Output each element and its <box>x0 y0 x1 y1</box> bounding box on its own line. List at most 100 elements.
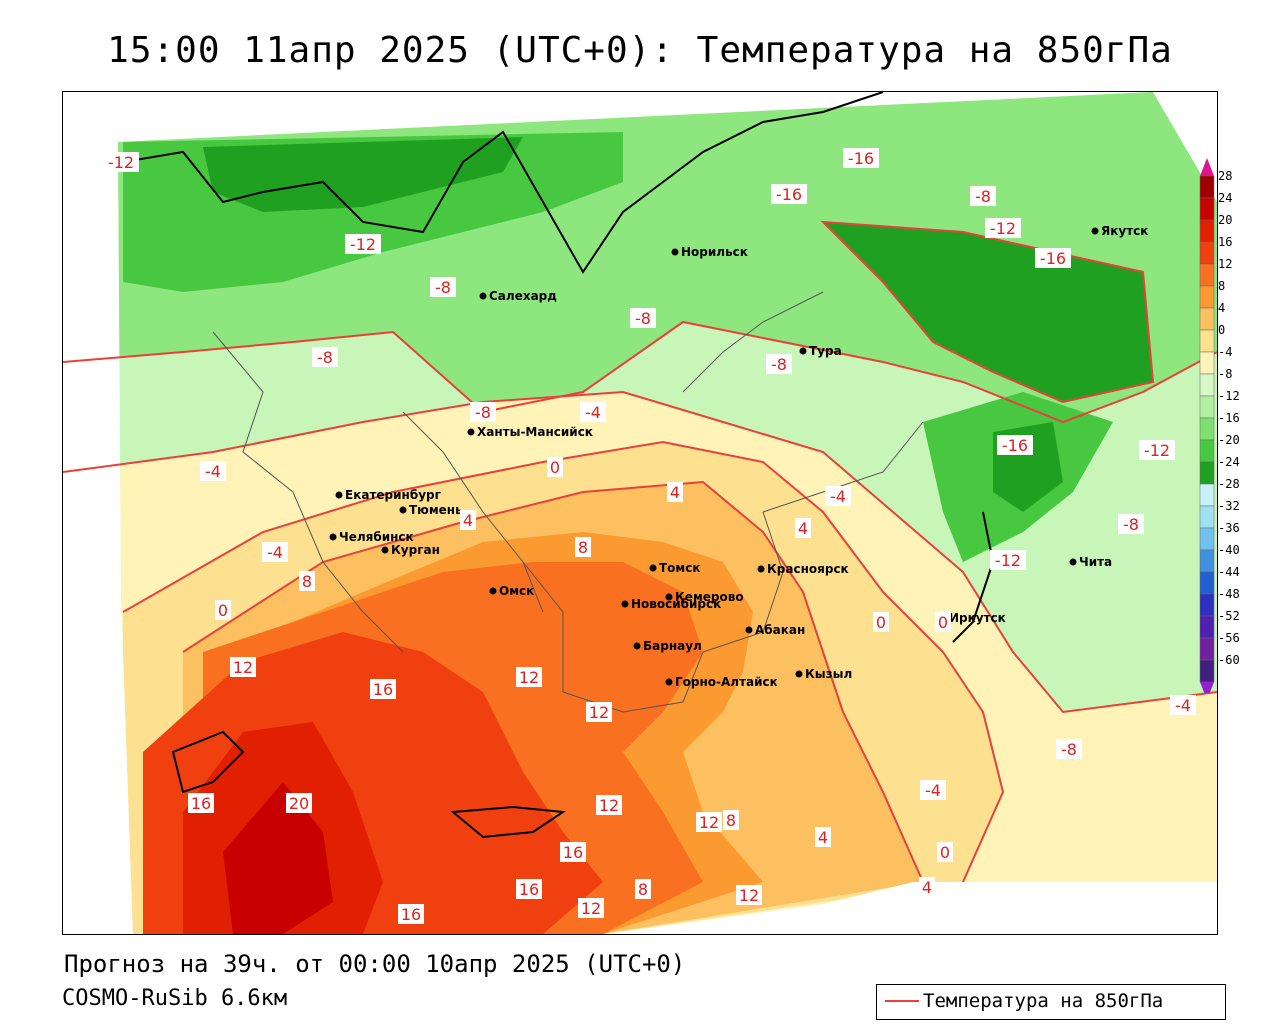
contour-label: 4 <box>922 878 932 897</box>
city-marker <box>799 347 807 355</box>
city-label: Якутск <box>1101 224 1148 238</box>
city-marker <box>381 546 389 554</box>
contour-label: 0 <box>218 601 228 620</box>
city-marker <box>479 292 487 300</box>
contour-label-bg <box>230 657 256 677</box>
colorbar-segment <box>1199 175 1215 199</box>
city-label: Иркутск <box>949 611 1006 625</box>
city-label: Курган <box>391 543 440 557</box>
colorbar-tick-label: -48 <box>1218 587 1240 601</box>
contour-label: 8 <box>302 572 312 591</box>
colorbar-segment <box>1199 329 1215 353</box>
contour-label: 12 <box>233 658 253 677</box>
contour-label: -8 <box>975 187 991 206</box>
colorbar-segment <box>1199 593 1215 617</box>
contour-label-bg <box>766 354 792 374</box>
colorbar-tick-label: 12 <box>1218 257 1232 271</box>
legend: Температура на 850гПа <box>876 984 1226 1020</box>
contour-label-bg <box>985 218 1021 238</box>
city-marker <box>1091 227 1099 235</box>
contour-label-bg <box>635 879 651 899</box>
contour-label-bg <box>736 885 762 905</box>
city-label: Кемерово <box>675 590 744 604</box>
city-label: Томск <box>659 561 701 575</box>
city-label: Красноярск <box>767 562 849 576</box>
temperature-field <box>118 92 1217 934</box>
city-label: Ханты-Мансийск <box>477 425 593 439</box>
city-marker <box>757 565 765 573</box>
city-label: Омск <box>499 584 534 598</box>
map-area: Якутск Норильск Салехард Тура Ханты-Мансийск… <box>62 91 1218 935</box>
contour-label: 12 <box>599 796 619 815</box>
colorbar-segment <box>1199 263 1215 287</box>
contour-label-bg <box>286 793 312 813</box>
contour-label: -4 <box>205 462 221 481</box>
contour-label-bg <box>825 486 851 506</box>
contour-label: -16 <box>776 185 802 204</box>
contour-label: -4 <box>585 403 601 422</box>
colorbar-segment <box>1199 197 1215 221</box>
contour-label-bg <box>312 347 338 367</box>
contour-label-bg <box>1170 695 1196 715</box>
colorbar-segment <box>1199 241 1215 265</box>
contour-label-bg <box>580 402 606 422</box>
colorbar-tick-label: -56 <box>1218 631 1240 645</box>
contour-label-bg <box>630 308 656 328</box>
contour-label-bg <box>843 148 879 168</box>
city-marker <box>489 587 497 595</box>
contour-label: 0 <box>938 613 948 632</box>
contour-label-bg <box>997 435 1033 455</box>
contour-label-bg <box>262 542 288 562</box>
contour-label: -4 <box>1175 696 1191 715</box>
colorbar-tick-label: -8 <box>1218 367 1232 381</box>
contour-label: -12 <box>350 235 376 254</box>
colorbar-tick-label: -4 <box>1218 345 1232 359</box>
legend-line-swatch <box>885 1000 919 1002</box>
contour-label: -16 <box>1002 436 1028 455</box>
contour-label: -8 <box>771 355 787 374</box>
contour-label: 12 <box>519 668 539 687</box>
colorbar-tick-label: 0 <box>1218 323 1225 337</box>
colorbar-segment <box>1199 285 1215 309</box>
city-marker <box>329 533 337 541</box>
contour-label: 16 <box>373 680 393 699</box>
city-label: Абакан <box>755 623 805 637</box>
legend-label: Температура на 850гПа <box>923 990 1164 1012</box>
colorbar-tick-label: -20 <box>1218 433 1240 447</box>
colorbar-tick-label: -36 <box>1218 521 1240 535</box>
city-label: Челябинск <box>339 530 414 544</box>
city-marker <box>665 678 673 686</box>
colorbar-segment <box>1199 351 1215 375</box>
colorbar-segment <box>1199 637 1215 661</box>
contour-label: -12 <box>108 153 134 172</box>
city-label: Салехард <box>489 289 557 303</box>
contour-label: -4 <box>830 487 846 506</box>
contour-label-bg <box>667 482 683 502</box>
colorbar-segment <box>1199 527 1215 551</box>
contour-label: 8 <box>726 811 736 830</box>
contour-label: 4 <box>463 511 473 530</box>
colorbar-segment <box>1199 571 1215 595</box>
contour-label-bg <box>1056 739 1082 759</box>
city-label: Горно-Алтайск <box>675 675 778 689</box>
contour-label: -8 <box>475 403 491 422</box>
contour-label-bg <box>795 518 811 538</box>
contour-label: -16 <box>1040 249 1066 268</box>
city-marker <box>1069 558 1077 566</box>
contour-label: 12 <box>589 703 609 722</box>
city-marker <box>399 506 407 514</box>
city-marker <box>335 491 343 499</box>
colorbar-tick-label: 20 <box>1218 213 1232 227</box>
colorbar-tick-label: 16 <box>1218 235 1232 249</box>
colorbar-tick-label: -44 <box>1218 565 1240 579</box>
colorbar-segment <box>1199 549 1215 573</box>
contour-label-bg <box>578 898 604 918</box>
contour-label-bg <box>103 152 139 172</box>
city-marker <box>665 593 673 601</box>
colorbar-segment <box>1199 483 1215 507</box>
contour-label: 16 <box>519 880 539 899</box>
contour-label: 12 <box>699 813 719 832</box>
contour-label-bg <box>575 537 591 557</box>
contour-label-bg <box>430 277 456 297</box>
colorbar-tick-label: -60 <box>1218 653 1240 667</box>
